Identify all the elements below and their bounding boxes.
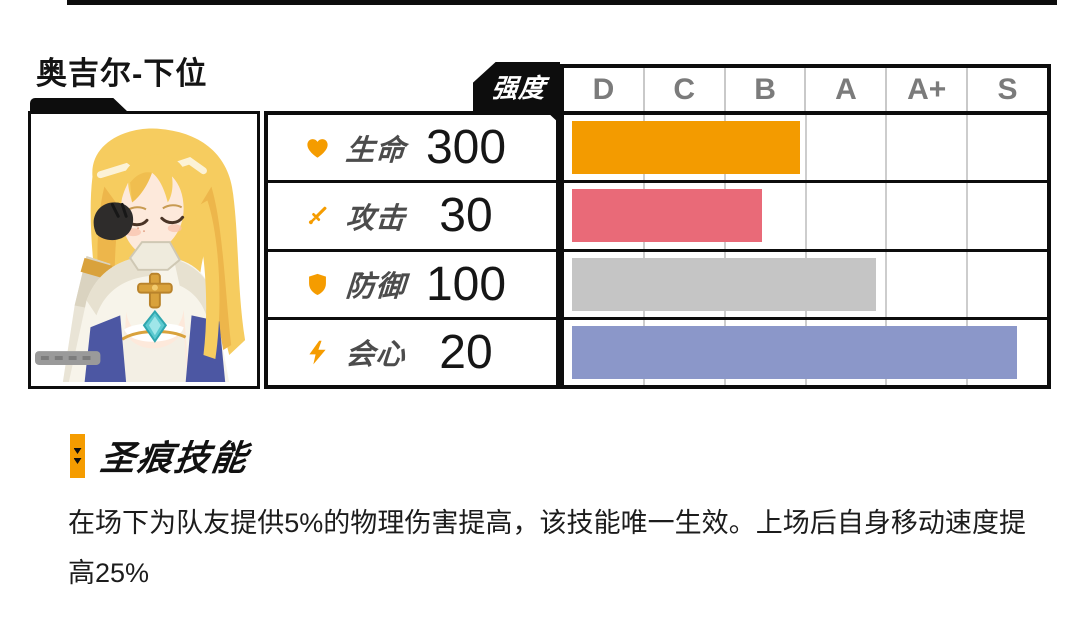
grade-grid-line xyxy=(965,115,968,181)
grade-grid-line xyxy=(884,183,887,249)
grade-cell-b: B xyxy=(726,68,807,111)
sword-icon xyxy=(304,202,331,229)
row-divider xyxy=(268,248,556,252)
bar-row-crt xyxy=(564,319,1047,385)
chevron-down-icon xyxy=(73,448,82,454)
row-divider xyxy=(268,316,556,320)
stat-row-def: 防御 100 xyxy=(268,252,556,317)
top-divider-bar xyxy=(67,0,1057,5)
grade-grid-line xyxy=(884,115,887,181)
heart-icon xyxy=(304,134,331,161)
page-title: 奥吉尔-下位 xyxy=(36,56,208,91)
stat-value-atk: 30 xyxy=(439,189,493,243)
grade-cell-c: C xyxy=(645,68,726,111)
strength-bar-grid xyxy=(560,111,1051,389)
bar-row-atk xyxy=(564,183,1047,249)
stat-row-crt: 会心 20 xyxy=(268,320,556,385)
chevron-down-icon xyxy=(73,458,82,464)
grade-cell-a-plus: A+ xyxy=(887,68,969,111)
shield-icon xyxy=(304,271,331,298)
stat-row-atk: 攻击 30 xyxy=(268,183,556,248)
title-tab-shape xyxy=(30,98,128,112)
character-portrait-art xyxy=(35,118,253,382)
character-portrait xyxy=(35,118,253,382)
section-badge xyxy=(70,434,85,478)
def-bar xyxy=(572,257,876,311)
stat-value-crt: 20 xyxy=(439,325,493,379)
row-divider xyxy=(564,248,1047,252)
row-divider xyxy=(564,316,1047,320)
stat-row-hp: 生命 300 xyxy=(268,115,556,180)
bar-row-hp xyxy=(564,115,1047,181)
grade-grid-line xyxy=(965,183,968,249)
stat-value-hp: 300 xyxy=(425,121,507,175)
strength-tag-label: 强度 xyxy=(490,73,548,103)
grade-header-row: D C B A A+ S xyxy=(560,64,1051,111)
grade-cell-s: S xyxy=(997,72,1018,106)
hp-bar xyxy=(572,121,800,174)
grade-cell-a: A xyxy=(806,68,888,111)
grade-grid-line xyxy=(804,183,807,249)
bar-row-def xyxy=(564,251,1047,317)
stat-value-def: 100 xyxy=(425,257,507,311)
row-divider xyxy=(564,180,1047,184)
portrait-frame xyxy=(28,111,260,389)
bolt-icon xyxy=(304,339,331,366)
grade-grid-line xyxy=(884,251,887,317)
grade-grid-line xyxy=(965,251,968,317)
strength-tag: 强度 xyxy=(473,62,560,111)
stats-panel: 生命 300 攻击 30 防御 100 会心 20 xyxy=(264,111,560,389)
crt-bar xyxy=(572,325,1017,379)
grade-cell-d: D xyxy=(564,68,645,111)
skill-description: 在场下为队友提供5%的物理伤害提高，该技能唯一生效。上场后自身移动速度提高25% xyxy=(68,508,1026,588)
row-divider xyxy=(268,180,556,184)
atk-bar xyxy=(572,189,762,243)
grade-grid-line xyxy=(804,115,807,181)
skill-section-title: 圣痕技能 xyxy=(97,439,252,478)
